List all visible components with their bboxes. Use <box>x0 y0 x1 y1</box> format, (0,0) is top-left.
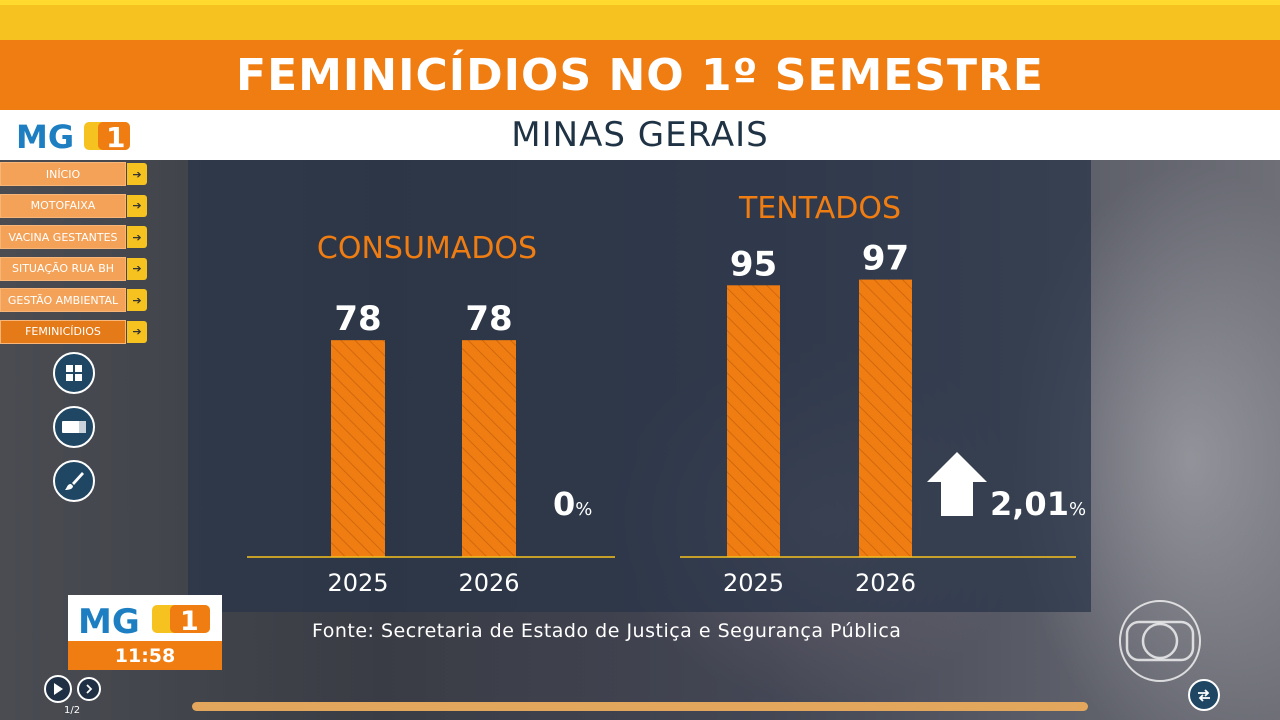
eraser-icon <box>62 421 86 433</box>
title-bar: FEMINICÍDIOS NO 1º SEMESTRE <box>0 40 1280 110</box>
sidebar-item-gestao-ambiental[interactable]: GESTÃO AMBIENTAL ➔ <box>0 288 147 312</box>
grid-button[interactable] <box>53 352 95 394</box>
arrow-icon: ➔ <box>127 320 147 343</box>
sidebar-item-situacao-rua-bh[interactable]: SITUAÇÃO RUA BH ➔ <box>0 256 147 281</box>
logo-text: MG <box>16 118 74 152</box>
arrow-icon: ➔ <box>127 289 147 311</box>
clock-box: MG 1 11:58 <box>68 595 222 670</box>
sidebar-item-label: VACINA GESTANTES <box>8 230 118 244</box>
sidebar-item-label: SITUAÇÃO RUA BH <box>11 262 115 275</box>
sidebar-item-vacina-gestantes[interactable]: VACINA GESTANTES ➔ <box>0 225 147 249</box>
sidebar-item-label: INÍCIO <box>45 167 81 181</box>
grid-icon <box>66 365 82 381</box>
top-strip <box>0 0 1280 40</box>
sidebar-item-feminicidios[interactable]: FEMINICÍDIOS ➔ <box>0 319 147 344</box>
page-indicator: 1/2 <box>64 705 81 716</box>
globo-logo <box>1117 598 1203 688</box>
next-button[interactable] <box>77 677 101 701</box>
sidebar-item-label: GESTÃO AMBIENTAL <box>7 293 119 307</box>
play-icon <box>54 683 63 695</box>
brush-button[interactable] <box>53 460 95 502</box>
swap-icon <box>1198 689 1210 702</box>
source-caption: Fonte: Secretaria de Estado de Justiça e… <box>312 620 902 642</box>
clock-time: 11:58 <box>68 641 222 670</box>
brush-icon <box>65 472 84 490</box>
sidebar-menu: INÍCIO ➔ MOTOFAIXA ➔ VACINA GESTANTES ➔ … <box>0 162 150 351</box>
chart-panel <box>188 160 1091 612</box>
sidebar-item-inicio[interactable]: INÍCIO ➔ <box>0 162 147 186</box>
swap-button[interactable] <box>1188 679 1220 711</box>
subtitle-bar: MINAS GERAIS <box>0 110 1280 160</box>
mg1-logo: MG 1 <box>16 118 134 156</box>
logo-number: 1 <box>180 606 199 637</box>
arrow-icon: ➔ <box>127 257 147 280</box>
sidebar-item-label: MOTOFAIXA <box>30 199 96 212</box>
chevron-right-icon <box>86 684 93 694</box>
page-title: FEMINICÍDIOS NO 1º SEMESTRE <box>236 49 1044 101</box>
logo-number: 1 <box>106 121 125 152</box>
arrow-icon: ➔ <box>127 194 147 217</box>
sidebar-item-motofaixa[interactable]: MOTOFAIXA ➔ <box>0 193 147 218</box>
page-subtitle: MINAS GERAIS <box>511 115 769 155</box>
eraser-button[interactable] <box>53 406 95 448</box>
progress-bar[interactable] <box>192 702 1088 711</box>
mg1-logo-small: MG 1 <box>68 595 222 642</box>
sidebar-item-label: FEMINICÍDIOS <box>25 325 101 338</box>
arrow-icon: ➔ <box>127 163 147 185</box>
play-button[interactable] <box>44 675 72 703</box>
logo-text: MG <box>78 602 140 641</box>
arrow-icon: ➔ <box>127 226 147 248</box>
